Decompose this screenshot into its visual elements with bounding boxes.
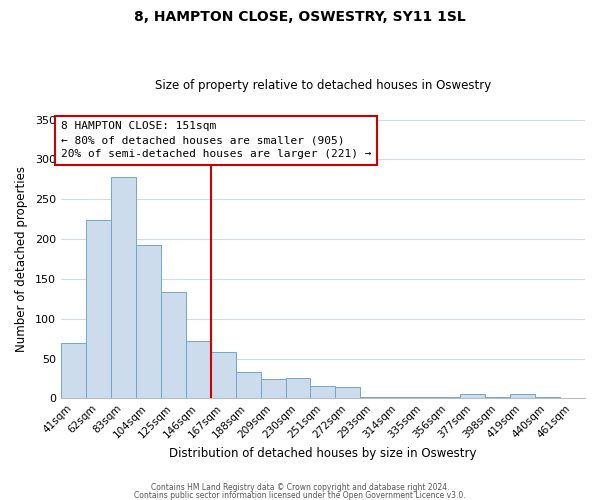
Bar [460, 394, 485, 398]
Y-axis label: Number of detached properties: Number of detached properties [15, 166, 28, 352]
Bar [310, 386, 335, 398]
Bar [61, 342, 86, 398]
Bar [260, 379, 286, 398]
Text: 8 HAMPTON CLOSE: 151sqm
← 80% of detached houses are smaller (905)
20% of semi-d: 8 HAMPTON CLOSE: 151sqm ← 80% of detache… [61, 121, 371, 159]
Bar [161, 292, 186, 399]
Bar [485, 396, 510, 398]
Bar [361, 396, 385, 398]
Bar [510, 394, 535, 398]
Bar [211, 352, 236, 399]
X-axis label: Distribution of detached houses by size in Oswestry: Distribution of detached houses by size … [169, 447, 477, 460]
Bar [236, 372, 260, 398]
Bar [286, 378, 310, 398]
Bar [86, 220, 111, 398]
Bar [136, 244, 161, 398]
Title: Size of property relative to detached houses in Oswestry: Size of property relative to detached ho… [155, 79, 491, 92]
Text: 8, HAMPTON CLOSE, OSWESTRY, SY11 1SL: 8, HAMPTON CLOSE, OSWESTRY, SY11 1SL [134, 10, 466, 24]
Text: Contains public sector information licensed under the Open Government Licence v3: Contains public sector information licen… [134, 490, 466, 500]
Bar [186, 341, 211, 398]
Bar [385, 396, 410, 398]
Bar [335, 387, 361, 398]
Bar [410, 396, 435, 398]
Bar [535, 396, 560, 398]
Bar [111, 177, 136, 398]
Bar [435, 396, 460, 398]
Text: Contains HM Land Registry data © Crown copyright and database right 2024.: Contains HM Land Registry data © Crown c… [151, 484, 449, 492]
